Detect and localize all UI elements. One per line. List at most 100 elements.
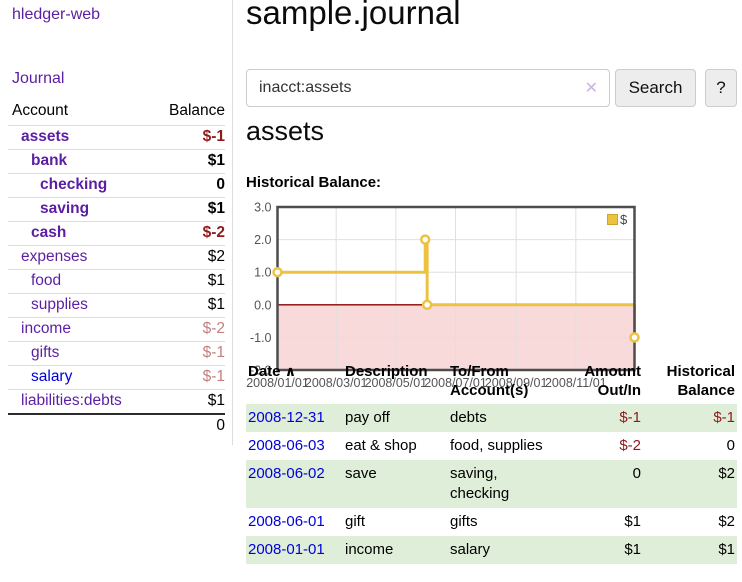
sort-ascending-icon: ∧ — [284, 363, 297, 379]
svg-text:3.0: 3.0 — [254, 201, 271, 215]
account-balance: $-1 — [148, 365, 225, 390]
column-header-date[interactable]: Date ∧ — [246, 358, 343, 404]
register-table: Date ∧ Description To/From Account(s) Am… — [246, 358, 737, 564]
account-balance: 0 — [148, 173, 225, 198]
transaction-date-link[interactable]: 2008-06-01 — [248, 513, 325, 530]
svg-text:2008/05/01: 2008/05/01 — [365, 376, 428, 390]
account-balance: $-2 — [148, 221, 225, 246]
account-row-food: food $1 — [8, 269, 225, 294]
register-row: 2008-12-31 pay off debts $-1 $-1 — [246, 404, 737, 432]
account-row-income: income $-2 — [8, 317, 225, 342]
account-link-expenses[interactable]: expenses — [21, 248, 88, 265]
transaction-balance: 0 — [726, 437, 735, 454]
account-balance: $1 — [148, 389, 225, 414]
account-link-food[interactable]: food — [31, 272, 62, 289]
svg-text:2008/07/01: 2008/07/01 — [424, 376, 487, 390]
account-link-supplies[interactable]: supplies — [31, 296, 88, 313]
account-row-checking: checking 0 — [8, 173, 225, 198]
transaction-balance: $-1 — [713, 409, 735, 426]
legend-color-swatch — [607, 214, 618, 225]
transaction-accounts: food, supplies — [450, 437, 543, 454]
chart-label: Historical Balance: — [246, 174, 382, 191]
register-row: 2008-01-01 income salary $1 $1 — [246, 536, 737, 564]
column-header-description: Description — [345, 363, 428, 380]
register-row: 2008-06-02 save saving, checking 0 $2 — [246, 460, 737, 508]
page-title: sample.journal — [246, 0, 461, 31]
account-link-cash[interactable]: cash — [31, 224, 67, 241]
register-row: 2008-06-03 eat & shop food, supplies $-2… — [246, 432, 737, 460]
account-link-income[interactable]: income — [21, 320, 71, 337]
search-button[interactable]: Search — [615, 69, 696, 107]
column-header-date-label: Date — [248, 363, 281, 380]
transaction-accounts: salary — [450, 541, 491, 558]
transaction-date-link[interactable]: 2008-06-02 — [248, 465, 325, 482]
search-input[interactable] — [246, 69, 610, 107]
transaction-balance: $1 — [718, 541, 735, 558]
account-link-salary[interactable]: salary — [31, 368, 73, 385]
svg-text:0.0: 0.0 — [254, 298, 271, 312]
account-balance: $2 — [148, 245, 225, 270]
main-panel: sample.journal ✕ Search ? assets Histori… — [246, 0, 738, 582]
column-header-accounts: To/From Account(s) — [450, 363, 529, 399]
account-row-salary: salary $-1 — [8, 365, 225, 390]
account-row-gifts: gifts $-1 — [8, 341, 225, 366]
transaction-date-link[interactable]: 2008-01-01 — [248, 541, 325, 558]
column-header-balance: Historical Balance — [666, 363, 735, 399]
transaction-balance: $2 — [718, 513, 735, 530]
historical-balance-chart: 3.0 2.0 1.0 0.0 -1.0 -2.0 2008/01/01 2008/03/01… — [246, 200, 656, 396]
account-row-assets: assets $-1 — [8, 125, 225, 150]
transaction-description: gift — [345, 513, 366, 530]
register-row: 2008-06-01 gift gifts $1 $2 — [246, 508, 737, 536]
account-row-expenses: expenses $2 — [8, 245, 225, 270]
svg-text:1.0: 1.0 — [254, 266, 271, 280]
svg-text:2008/09/01: 2008/09/01 — [485, 376, 548, 390]
accounts-header-row: Account Balance — [8, 100, 225, 126]
accounts-header-balance: Balance — [168, 102, 225, 119]
account-link-saving[interactable]: saving — [40, 200, 90, 217]
accounts-total-row: 0 — [8, 413, 225, 438]
balance-chart-plot[interactable]: 3.0 2.0 1.0 0.0 -1.0 -2.02008/01/012008/03/01… — [246, 200, 646, 396]
transaction-description: save — [345, 465, 377, 482]
account-balance: $-2 — [148, 317, 225, 342]
transaction-amount: $1 — [624, 513, 641, 530]
transaction-date-link[interactable]: 2008-06-03 — [248, 437, 325, 454]
svg-text:2008/11/01: 2008/11/01 — [545, 376, 607, 390]
account-heading: assets — [246, 116, 325, 146]
transaction-date-link[interactable]: 2008-12-31 — [248, 409, 325, 426]
app-title-link[interactable]: hledger-web — [12, 6, 101, 23]
account-balance: $1 — [148, 269, 225, 294]
transaction-amount: 0 — [632, 465, 641, 482]
account-link-bank[interactable]: bank — [31, 152, 68, 169]
transaction-amount: $1 — [624, 541, 641, 558]
chart-legend: $ — [607, 212, 627, 227]
transaction-description: eat & shop — [345, 437, 417, 454]
account-link-checking[interactable]: checking — [40, 176, 108, 193]
account-balance: $1 — [148, 197, 225, 222]
transaction-accounts: debts — [450, 409, 487, 426]
transaction-amount: $-1 — [619, 409, 641, 426]
transaction-accounts: saving, checking — [450, 465, 510, 502]
accounts-header-account: Account — [12, 102, 69, 119]
transaction-amount: $-2 — [619, 437, 641, 454]
account-balance: $-1 — [148, 125, 225, 150]
svg-text:2.0: 2.0 — [254, 233, 271, 247]
account-link-gifts[interactable]: gifts — [31, 344, 60, 361]
account-row-liabilities-debts: liabilities:debts $1 — [8, 389, 225, 414]
transaction-balance: $2 — [718, 465, 735, 482]
account-link-assets[interactable]: assets — [21, 128, 70, 145]
sidebar-item-journal[interactable]: Journal — [12, 70, 65, 87]
column-header-amount: Amount Out/In — [584, 363, 641, 399]
legend-label: $ — [620, 212, 628, 227]
account-row-saving: saving $1 — [8, 197, 225, 222]
account-row-supplies: supplies $1 — [8, 293, 225, 318]
svg-text:-1.0: -1.0 — [250, 331, 272, 345]
accounts-total-value: 0 — [148, 413, 225, 438]
account-balance: $-1 — [148, 341, 225, 366]
account-link-liabilities-debts[interactable]: liabilities:debts — [21, 392, 122, 409]
account-row-cash: cash $-2 — [8, 221, 225, 246]
clear-search-icon[interactable]: ✕ — [584, 80, 598, 97]
transaction-description: pay off — [345, 409, 390, 426]
accounts-table: Account Balance assets $-1 bank $1 check… — [8, 100, 225, 438]
transaction-description: income — [345, 541, 394, 558]
help-button[interactable]: ? — [705, 69, 737, 107]
